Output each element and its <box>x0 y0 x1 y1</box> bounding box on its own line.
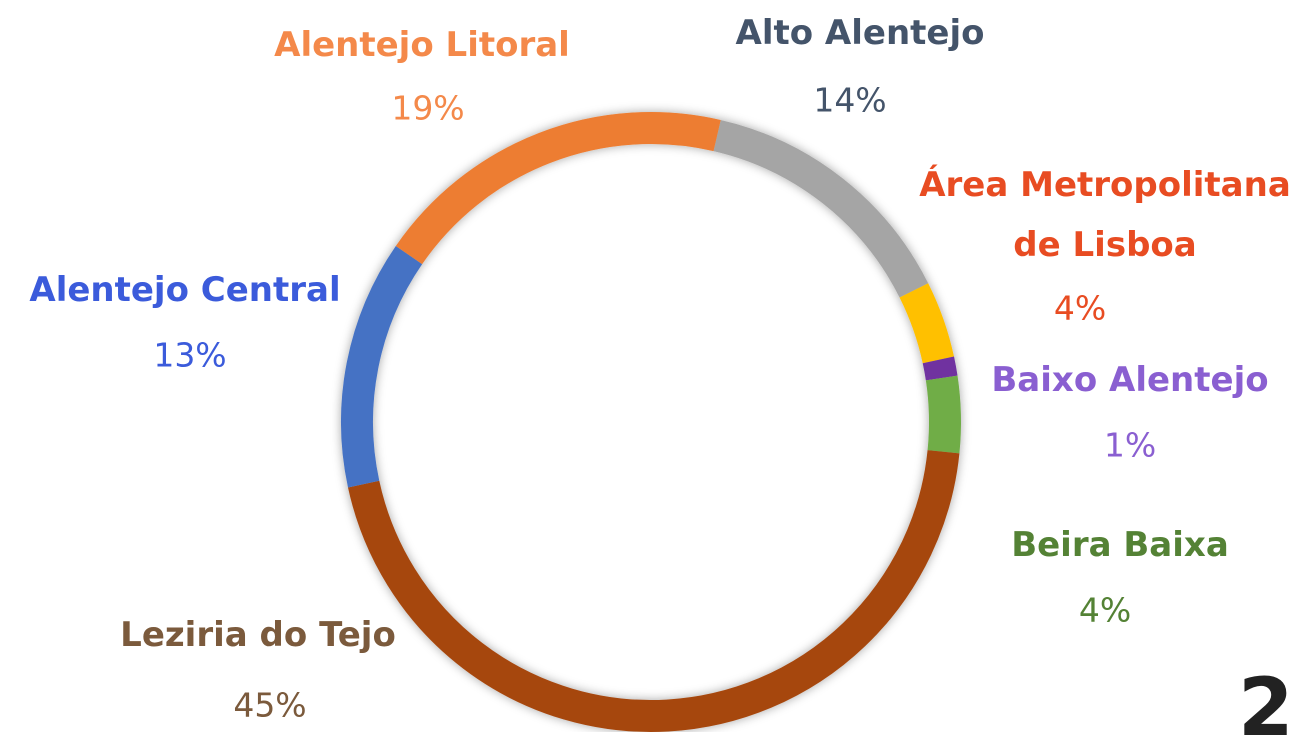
value-label: 14% <box>813 80 887 120</box>
donut-segment <box>348 450 960 732</box>
donut-segment <box>341 245 423 488</box>
page-number: 2 <box>1238 661 1294 754</box>
category-label: Beira Baixa <box>1011 525 1229 565</box>
chart <box>341 112 961 732</box>
value-label: 19% <box>391 88 465 128</box>
value-label: 4% <box>1078 590 1132 630</box>
category-label: Baixo Alentejo <box>991 360 1269 400</box>
value-label: 13% <box>153 335 227 375</box>
value-label: 4% <box>1053 288 1107 328</box>
category-label: Área Metropolitana de Lisboa <box>919 165 1291 265</box>
donut-segment <box>925 375 961 454</box>
donut-segment <box>713 119 929 298</box>
donut-segment <box>395 112 721 265</box>
value-label: 45% <box>233 685 307 725</box>
donut <box>341 112 961 732</box>
category-label: Alentejo Central <box>29 270 341 310</box>
category-label: Alentejo Litoral <box>274 25 570 65</box>
value-label: 1% <box>1103 425 1157 465</box>
category-label: Leziria do Tejo <box>120 615 396 655</box>
page: {"chart_data": {"type": "donut", "catego… <box>29 13 1294 748</box>
donut-segment <box>922 356 958 381</box>
category-label: Alto Alentejo <box>735 13 985 53</box>
donut-segment <box>899 283 954 364</box>
